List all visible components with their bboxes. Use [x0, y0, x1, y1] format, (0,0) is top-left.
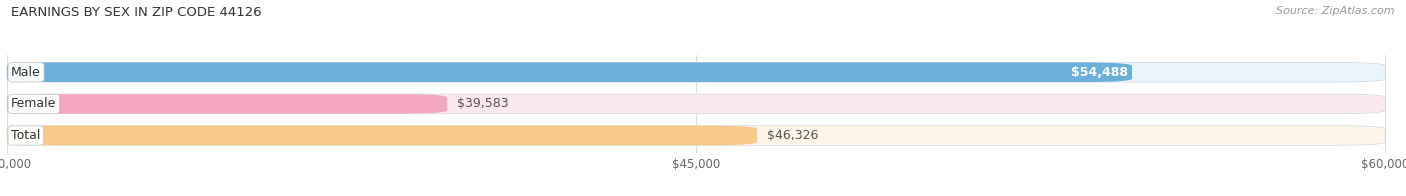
Text: EARNINGS BY SEX IN ZIP CODE 44126: EARNINGS BY SEX IN ZIP CODE 44126 — [11, 6, 262, 19]
FancyBboxPatch shape — [7, 94, 447, 114]
Text: Source: ZipAtlas.com: Source: ZipAtlas.com — [1277, 6, 1395, 16]
FancyBboxPatch shape — [7, 63, 1132, 82]
Text: $39,583: $39,583 — [457, 97, 509, 110]
Text: $54,488: $54,488 — [1071, 66, 1128, 79]
FancyBboxPatch shape — [7, 126, 756, 145]
FancyBboxPatch shape — [7, 94, 1385, 114]
Text: Female: Female — [11, 97, 56, 110]
FancyBboxPatch shape — [7, 63, 1385, 82]
Text: Male: Male — [11, 66, 41, 79]
Text: $46,326: $46,326 — [766, 129, 818, 142]
FancyBboxPatch shape — [7, 126, 1385, 145]
Text: Total: Total — [11, 129, 41, 142]
